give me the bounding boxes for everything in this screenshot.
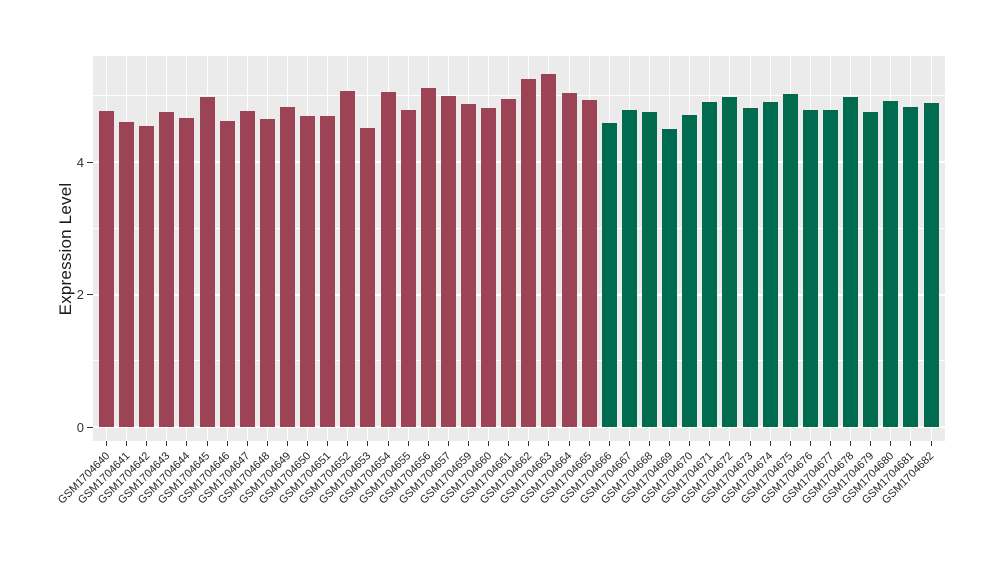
x-tick-mark — [749, 441, 751, 446]
bar-GSM1704676 — [802, 110, 818, 427]
x-tick-mark — [608, 441, 610, 446]
x-tick-mark — [246, 441, 248, 446]
bar-GSM1704662 — [521, 79, 537, 427]
bar-GSM1704675 — [782, 94, 798, 427]
minor-gridline — [93, 360, 945, 362]
bar-GSM1704655 — [400, 109, 416, 427]
bar-GSM1704654 — [380, 92, 396, 427]
x-tick-mark — [729, 441, 731, 446]
bar-GSM1704647 — [239, 110, 255, 427]
x-tick-mark — [769, 441, 771, 446]
x-tick-mark — [870, 441, 872, 446]
x-tick-mark — [930, 441, 932, 446]
bar-GSM1704663 — [541, 73, 557, 427]
x-tick-mark — [689, 441, 691, 446]
x-tick-mark — [829, 441, 831, 446]
x-tick-mark — [709, 441, 711, 446]
bar-GSM1704657 — [440, 96, 456, 427]
x-tick-mark — [226, 441, 228, 446]
x-tick-mark — [367, 441, 369, 446]
bar-GSM1704680 — [883, 101, 899, 427]
bar-GSM1704679 — [863, 112, 879, 427]
bar-GSM1704673 — [742, 108, 758, 427]
bar-GSM1704661 — [501, 99, 517, 427]
y-tick-mark — [87, 426, 93, 428]
x-tick-mark — [307, 441, 309, 446]
x-tick-mark — [467, 441, 469, 446]
x-tick-mark — [568, 441, 570, 446]
bar-GSM1704670 — [682, 114, 698, 427]
x-tick-mark — [910, 441, 912, 446]
bar-GSM1704641 — [119, 121, 135, 427]
bar-GSM1704665 — [581, 99, 597, 427]
x-tick-mark — [669, 441, 671, 446]
x-tick-mark — [648, 441, 650, 446]
x-tick-mark — [186, 441, 188, 446]
bar-GSM1704653 — [360, 128, 376, 427]
minor-gridline — [93, 95, 945, 97]
bar-GSM1704669 — [662, 128, 678, 427]
bar-GSM1704681 — [903, 107, 919, 427]
bar-GSM1704646 — [219, 120, 235, 427]
bar-GSM1704677 — [822, 110, 838, 427]
x-tick-mark — [286, 441, 288, 446]
x-tick-mark — [427, 441, 429, 446]
x-tick-mark — [890, 441, 892, 446]
x-tick-mark — [407, 441, 409, 446]
x-tick-mark — [266, 441, 268, 446]
plot-panel — [93, 56, 945, 441]
major-gridline — [93, 161, 945, 163]
x-tick-mark — [488, 441, 490, 446]
y-tick-mark — [87, 161, 93, 163]
x-tick-mark — [347, 441, 349, 446]
x-tick-mark — [106, 441, 107, 446]
bar-GSM1704649 — [279, 107, 295, 427]
x-tick-mark — [809, 441, 811, 446]
x-tick-mark — [528, 441, 530, 446]
major-gridline — [93, 426, 945, 428]
x-tick-mark — [206, 441, 208, 446]
bar-GSM1704678 — [843, 97, 859, 427]
x-tick-mark — [146, 441, 148, 446]
y-tick-label: 4 — [76, 154, 84, 170]
bar-GSM1704668 — [641, 111, 657, 427]
y-tick-label: 0 — [76, 419, 84, 435]
bar-GSM1704648 — [259, 118, 275, 427]
bar-GSM1704650 — [300, 115, 316, 427]
bar-GSM1704682 — [923, 103, 939, 427]
x-tick-mark — [588, 441, 590, 446]
x-tick-mark — [850, 441, 852, 446]
x-tick-mark — [508, 441, 510, 446]
bar-GSM1704674 — [762, 101, 778, 427]
bar-GSM1704645 — [199, 97, 215, 427]
y-tick-label: 2 — [76, 287, 84, 302]
bar-GSM1704659 — [460, 103, 476, 427]
x-tick-mark — [447, 441, 449, 446]
bar-GSM1704664 — [561, 93, 577, 427]
x-tick-mark — [789, 441, 791, 446]
minor-gridline — [93, 227, 945, 229]
y-tick-mark — [87, 294, 93, 295]
bar-GSM1704672 — [722, 97, 738, 427]
bar-GSM1704660 — [481, 108, 497, 427]
bar-GSM1704652 — [340, 91, 356, 427]
bar-GSM1704667 — [621, 109, 637, 427]
x-tick-mark — [126, 441, 128, 446]
bar-GSM1704640 — [99, 110, 114, 427]
x-tick-mark — [548, 441, 550, 446]
bar-GSM1704671 — [702, 102, 718, 427]
bar-GSM1704666 — [601, 122, 617, 427]
x-tick-mark — [327, 441, 329, 446]
x-tick-mark — [628, 441, 630, 446]
major-gridline — [93, 293, 945, 296]
bar-GSM1704651 — [320, 115, 336, 427]
bar-GSM1704656 — [420, 87, 436, 427]
x-tick-mark — [166, 441, 168, 446]
x-tick-mark — [387, 441, 389, 446]
bar-GSM1704642 — [139, 126, 155, 427]
bar-GSM1704643 — [159, 111, 175, 427]
bar-GSM1704644 — [179, 117, 195, 427]
